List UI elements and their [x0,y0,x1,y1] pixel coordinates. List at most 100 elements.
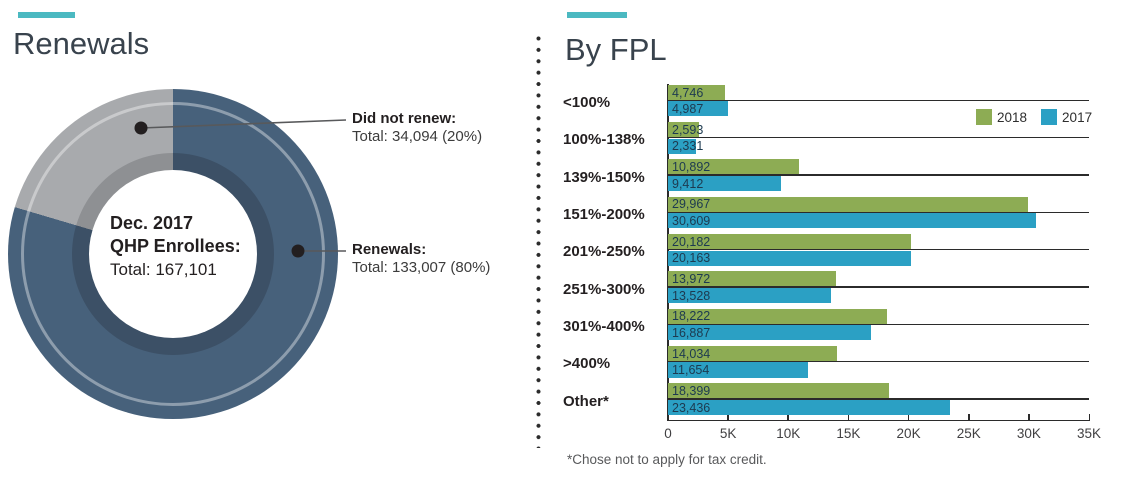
fpl-bar-group: 14,034 11,654 [668,345,1089,382]
fpl-bar-2018 [668,383,890,399]
fpl-bar-2017 [668,399,950,415]
fpl-category-label: 151%-200% [563,206,645,224]
fpl-x-tick [1088,414,1090,421]
fpl-category-label: >400% [563,355,611,373]
donut-callout-lines [134,119,347,258]
fpl-bar-group: 20,182 20,163 [668,233,1089,270]
renewals-accent-bar [18,12,75,18]
fpl-bar-2017 [668,175,782,192]
fpl-bar-2017 [668,213,1037,229]
fpl-x-tick-label: 20K [896,426,921,441]
fpl-gridline [668,99,1089,101]
fpl-bar-value-2018: 18,222 [672,309,711,324]
fpl-bar-2018 [668,308,888,324]
callout-dot-did-not-renew [134,121,148,135]
fpl-category-label: 100%-138% [563,131,645,149]
fpl-footnote: *Chose not to apply for tax credit. [567,452,767,467]
dotted-divider [536,36,541,448]
fpl-bar-value-2017: 16,887 [672,325,711,340]
fpl-category-label: 139%-150% [563,168,645,186]
donut-center-line1: Dec. 2017 [110,213,194,233]
fpl-bar-group: 10,892 9,412 [668,159,1089,196]
fpl-bar-2017 [668,138,697,154]
did-not-renew-total: Total: 34,094 (20%) [352,128,483,145]
fpl-x-tick [787,414,789,421]
legend-label-2018: 2018 [997,109,1028,125]
fpl-category-label: 251%-300% [563,280,645,298]
fpl-x-tick [667,414,669,421]
fpl-x-tick-label: 35K [1076,426,1102,441]
fpl-bar-value-2018: 13,972 [672,272,711,287]
callout-line-did-not-renew [140,119,347,129]
fpl-bar-2018 [668,271,837,287]
fpl-bar-2018 [668,159,799,175]
fpl-y-axis-line [667,84,669,420]
renewals-title: Renewals [13,26,150,61]
fpl-bar-group: 4,746 4,987 [668,84,1089,121]
renewals-callout-label: Renewals: Total: 133,007 (80%) [352,241,490,277]
fpl-bar-value-2017: 11,654 [672,363,710,378]
fpl-x-tick [847,414,850,421]
donut-center-label: Dec. 2017 QHP Enrollees: Total: 167,101 [110,212,270,281]
fpl-bar-group: 2,593 2,331 [668,121,1089,158]
fpl-bar-group: 29,967 30,609 [668,196,1089,233]
fpl-bar-2018 [668,121,700,138]
fpl-x-tick-label: 30K [1016,426,1041,441]
fpl-gridline [668,249,1089,251]
fpl-bar-value-2018: 10,892 [672,160,711,175]
fpl-bar-value-2017: 2,331 [672,139,704,154]
fpl-bar-group: 18,399 23,436 [668,383,1089,420]
fpl-bar-2018 [668,84,726,100]
fpl-bar-value-2018: 18,399 [672,384,711,399]
fpl-x-tick-label: 0 [664,426,672,441]
fpl-bar-value-2017: 4,987 [672,102,704,116]
fpl-gridline [668,323,1089,325]
fpl-plot: 4,746 4,987 2,593 2,331 10,892 9,412 29,967 30,… [667,84,1089,420]
fpl-title: By FPL [565,32,667,67]
legend-swatch-2018 [976,109,992,125]
fpl-bar-2017 [668,101,728,117]
fpl-bar-value-2018: 2,593 [672,122,704,137]
fpl-bar-value-2018: 20,182 [672,234,711,249]
fpl-accent-bar [567,12,627,18]
donut-center-line2: QHP Enrollees: [110,236,241,256]
fpl-bar-value-2017: 20,163 [672,251,711,266]
renewals-donut-chart: Dec. 2017 QHP Enrollees: Total: 167,101 [8,89,338,419]
fpl-gridline [668,361,1089,363]
fpl-category-label: <100% [563,94,611,112]
fpl-legend: 2018 2017 [962,109,1092,125]
fpl-bar-2017 [668,250,911,266]
fpl-bar-value-2017: 30,609 [672,213,711,228]
fpl-bar-value-2018: 29,967 [672,197,711,212]
fpl-category-labels: <100% 100%-138% 139%-150% 151%-200% 201%-250… [563,84,663,420]
fpl-x-tick-label: 25K [956,426,981,441]
fpl-x-tick [968,414,970,421]
renewals-callout-total: Total: 133,007 (80%) [352,259,491,276]
did-not-renew-label: Did not renew: Total: 34,094 (20%) [352,110,482,146]
fpl-x-tick-label: 5K [719,426,737,441]
legend-label-2017: 2017 [1062,109,1093,125]
fpl-gridline [668,174,1089,176]
fpl-bar-value-2017: 9,412 [672,176,704,191]
fpl-bar-value-2018: 4,746 [672,85,704,100]
fpl-x-tick [907,414,910,421]
fpl-bar-2018 [668,196,1029,212]
fpl-gridline [668,211,1089,213]
donut-hole [89,170,257,338]
fpl-x-tick-label: 10K [776,426,801,441]
legend-swatch-2017 [1041,109,1058,125]
fpl-bar-2018 [668,345,837,362]
fpl-bar-2017 [668,362,809,378]
fpl-category-label: 301%-400% [563,318,645,336]
fpl-gridline [668,398,1089,400]
fpl-gridline [668,286,1089,288]
did-not-renew-title: Did not renew: [352,110,457,127]
fpl-x-tick-label: 15K [836,426,861,441]
fpl-x-axis-line [667,414,1090,421]
fpl-bar-value-2017: 13,528 [672,288,711,303]
callout-dot-renewals [291,244,305,258]
renewals-callout-title: Renewals: [352,241,427,258]
fpl-gridline [668,137,1089,139]
donut-highlight-arc [21,102,325,406]
